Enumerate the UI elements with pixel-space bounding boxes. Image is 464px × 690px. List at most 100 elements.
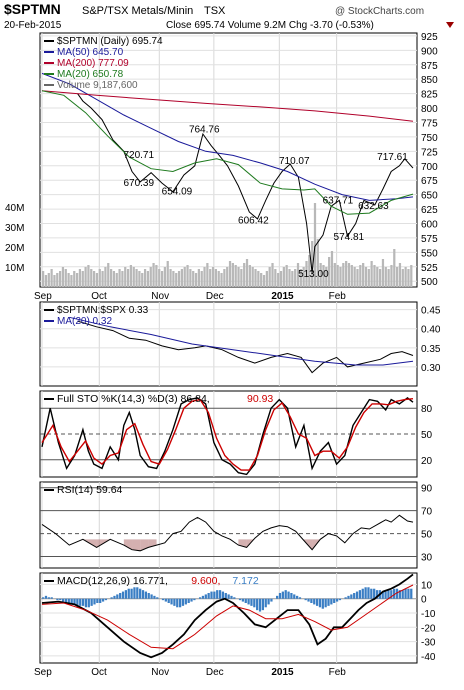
macd-histogram-bar xyxy=(79,598,82,606)
volume-bar xyxy=(220,273,223,287)
volume-bar xyxy=(217,271,220,287)
legend-label: $SPTMN (Daily) 695.74 xyxy=(57,36,163,47)
volume-bar xyxy=(325,267,328,287)
macd-histogram-bar xyxy=(350,594,353,599)
volume-bar xyxy=(398,263,402,287)
macd-histogram-bar xyxy=(230,595,233,599)
volume-bar xyxy=(328,257,331,287)
volume-bar xyxy=(294,269,297,287)
volume-bar xyxy=(319,263,322,287)
macd-histogram-bar xyxy=(353,593,356,599)
macd-histogram-bar xyxy=(119,593,122,599)
volume-bar xyxy=(183,267,186,287)
macd-histogram-bar xyxy=(233,597,236,599)
series-line-macd xyxy=(41,573,414,659)
volume-bar xyxy=(396,267,399,287)
volume-bar xyxy=(308,255,311,287)
price-annotation: 637.71 xyxy=(323,195,354,206)
macd-histogram-bar xyxy=(261,598,264,611)
relative-panel xyxy=(39,301,418,387)
volume-bar xyxy=(101,271,104,287)
y-tick-label: 20 xyxy=(421,456,433,467)
macd-histogram-bar xyxy=(64,598,68,603)
volume-bar xyxy=(121,271,124,287)
macd-histogram-bar xyxy=(358,590,362,599)
x-tick-label-top: Dec xyxy=(206,291,224,302)
macd-histogram-bar xyxy=(344,597,347,599)
volume-bar xyxy=(271,263,274,287)
y-tick-label: 775 xyxy=(421,118,438,129)
macd-histogram-bar xyxy=(258,598,262,612)
macd-histogram-bar xyxy=(121,591,125,599)
legend-label: MACD(12,26,9) 16.771, xyxy=(57,575,168,587)
y-tick-label: 0.35 xyxy=(421,344,441,355)
volume-bar xyxy=(390,265,393,287)
volume-bar xyxy=(67,273,70,287)
y-tick-label: 750 xyxy=(421,133,438,144)
volume-bar xyxy=(61,267,65,287)
x-tick-label-top: Feb xyxy=(329,291,347,302)
y-tick-label: 800 xyxy=(421,104,438,115)
macd-histogram-bar xyxy=(284,590,287,599)
y-tick-label: 0.45 xyxy=(421,306,441,317)
price-annotation: 606.42 xyxy=(238,215,269,226)
macd-histogram-bar xyxy=(270,598,273,602)
macd-histogram-bar xyxy=(390,590,393,599)
volume-bar xyxy=(251,267,254,287)
y-tick-label: -20 xyxy=(421,623,436,634)
volume-bar xyxy=(350,265,353,287)
macd-histogram-bar xyxy=(241,598,245,602)
volume-bar xyxy=(257,271,260,287)
macd-histogram-bar xyxy=(335,598,339,602)
macd-histogram-bar xyxy=(207,593,210,599)
macd-histogram-bar xyxy=(56,598,59,601)
volume-bar xyxy=(87,265,90,287)
macd-histogram-bar xyxy=(267,598,270,605)
macd-histogram-bar xyxy=(318,598,322,608)
volume-bar xyxy=(316,239,319,287)
x-tick-label-bottom: Oct xyxy=(91,667,107,678)
macd-histogram-bar xyxy=(310,598,313,603)
macd-histogram-bar xyxy=(42,597,45,599)
macd-histogram-bar xyxy=(50,597,53,599)
macd-histogram-bar xyxy=(410,588,413,599)
macd-histogram-bar xyxy=(141,590,145,599)
volume-bar xyxy=(226,267,229,287)
macd-histogram-bar xyxy=(161,598,165,601)
macd-histogram-bar xyxy=(290,593,293,599)
macd-histogram-bar xyxy=(47,597,50,599)
y-tick-label: 70 xyxy=(421,507,433,518)
macd-histogram-bar xyxy=(250,598,253,606)
volume-bar xyxy=(73,271,76,287)
macd-histogram-bar xyxy=(224,593,227,599)
macd-histogram-bar xyxy=(370,588,373,599)
volume-bar xyxy=(322,265,325,287)
macd-histogram-bar xyxy=(361,588,364,599)
series-line-ma-20- xyxy=(41,90,414,215)
volume-bar xyxy=(211,267,215,287)
series-line--sptmn xyxy=(77,93,414,273)
volume-bar xyxy=(268,267,271,287)
volume-bar xyxy=(92,271,96,287)
volume-bar xyxy=(214,269,217,287)
volume-bar xyxy=(194,273,198,287)
volume-bar xyxy=(126,269,130,287)
quote-line: Close 695.74 Volume 9.2M Chg -3.70 (-0.5… xyxy=(166,20,374,31)
macd-histogram-bar xyxy=(156,597,159,599)
volume-bar xyxy=(260,273,263,287)
volume-bar xyxy=(64,269,67,287)
y-tick-label: -10 xyxy=(421,609,436,620)
macd-histogram-bar xyxy=(176,598,179,608)
volume-bar xyxy=(381,259,385,287)
legend-label: $SPTMN:$SPX 0.33 xyxy=(57,305,149,316)
volume-tick-label: 40M xyxy=(5,203,24,214)
x-tick-label-bottom: Feb xyxy=(329,667,347,678)
y-tick-label: 600 xyxy=(421,220,438,231)
macd-histogram-bar xyxy=(116,594,119,599)
price-annotation: 574.81 xyxy=(334,232,365,243)
macd-histogram-bar xyxy=(213,591,216,599)
volume-bar xyxy=(50,269,53,287)
x-tick-label-bottom: Sep xyxy=(34,667,52,678)
price-annotation: 632.63 xyxy=(358,201,389,212)
